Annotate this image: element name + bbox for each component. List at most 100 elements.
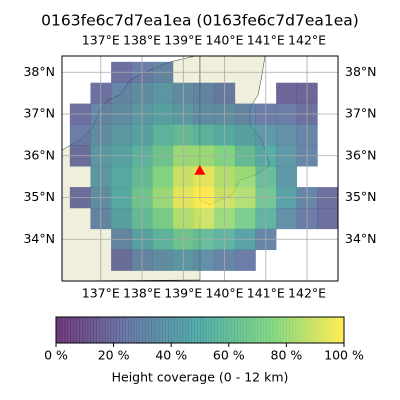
coverage-cell (152, 82, 174, 104)
colorbar-step (292, 317, 296, 343)
coverage-cell (276, 124, 298, 146)
x-tick-label: 140°E (206, 286, 244, 301)
colorbar-step (332, 317, 336, 343)
colorbar-step (318, 317, 322, 343)
colorbar-step (289, 317, 293, 343)
coverage-cell (193, 124, 215, 146)
colorbar-step (266, 317, 270, 343)
coverage-cell (69, 124, 91, 146)
coverage-cell (193, 166, 215, 188)
colorbar-step (116, 317, 120, 343)
colorbar-step (323, 317, 328, 343)
x-tick-label: 141°E (247, 33, 285, 48)
colorbar-step (102, 317, 106, 343)
colorbar-step (128, 317, 132, 343)
coverage-cell (152, 207, 174, 230)
x-tick-label: 138°E (123, 33, 161, 48)
colorbar-step (280, 317, 285, 343)
colorbar-step (133, 317, 138, 343)
colorbar-step (61, 317, 66, 343)
colorbar-label: Height coverage (0 - 12 km) (112, 370, 289, 385)
colorbar-step (315, 317, 319, 343)
coverage-cell (111, 166, 133, 188)
site-marker (194, 164, 206, 175)
y-tick-label: 35°N (345, 189, 377, 204)
y-tick-label: 34°N (23, 231, 55, 246)
colorbar-step (260, 317, 264, 343)
x-tick-label: 137°E (82, 286, 120, 301)
colorbar-step (110, 317, 115, 343)
colorbar-step (145, 317, 149, 343)
colorbar-step (56, 317, 60, 343)
colorbar-step (58, 317, 63, 343)
colorbar-step (156, 317, 161, 343)
map-frame (61, 55, 339, 282)
coverage-cell (111, 82, 133, 104)
colorbar-step (309, 317, 313, 343)
colorbar-step (130, 317, 135, 343)
colorbar-step (107, 317, 112, 343)
colorbar-step (67, 317, 71, 343)
colorbar-step (153, 317, 158, 343)
colorbar-step (263, 317, 267, 343)
colorbar-step (191, 317, 195, 343)
colorbar-step (165, 317, 169, 343)
colorbar-step (90, 317, 94, 343)
colorbar-step (306, 317, 310, 343)
colorbar-tick-label: 20 % (98, 348, 130, 363)
colorbar-step (237, 317, 241, 343)
colorbar-step (168, 317, 172, 343)
x-tick-label: 137°E (82, 33, 120, 48)
colorbar-step (76, 317, 80, 343)
y-tick-label: 34°N (345, 231, 377, 246)
colorbar-step (93, 317, 97, 343)
colorbar-step (142, 317, 146, 343)
coverage-cell (193, 207, 215, 230)
coverage-cell (152, 166, 174, 188)
x-tick-label: 139°E (164, 33, 202, 48)
colorbar-step (295, 317, 299, 343)
colorbar-step (303, 317, 308, 343)
coverage-cell (276, 207, 298, 230)
coverage-cell (234, 207, 256, 230)
coverage-cell (111, 124, 133, 146)
colorbar-step (148, 317, 152, 343)
colorbar-step (320, 317, 325, 343)
colorbar-step (99, 317, 103, 343)
colorbar-step (162, 317, 166, 343)
colorbar-step (283, 317, 287, 343)
colorbar-step (202, 317, 207, 343)
x-tick-label: 142°E (288, 33, 326, 48)
colorbar-step (122, 317, 126, 343)
colorbar-step (214, 317, 218, 343)
colorbar-step (254, 317, 259, 343)
colorbar-tick-label: 0 % (44, 348, 68, 363)
colorbar-step (243, 317, 247, 343)
colorbar-step (234, 317, 238, 343)
colorbar-step (104, 317, 109, 343)
colorbar-step (79, 317, 83, 343)
y-tick-label: 37°N (23, 106, 55, 121)
colorbar-step (200, 317, 204, 343)
colorbar-step (329, 317, 333, 343)
colorbar-step (274, 317, 279, 343)
colorbar-step (151, 317, 155, 343)
colorbar-step (159, 317, 164, 343)
colorbar-step (174, 317, 178, 343)
coverage-cell (317, 207, 338, 230)
colorbar-step (197, 317, 201, 343)
colorbar-step (248, 317, 253, 343)
x-tick-label: 141°E (247, 286, 285, 301)
colorbar-tick-label: 80 % (271, 348, 303, 363)
colorbar-step (341, 317, 345, 343)
y-tick-label: 38°N (23, 64, 55, 79)
colorbar-step (269, 317, 273, 343)
colorbar-step (176, 317, 181, 343)
coverage-cell (276, 82, 298, 104)
colorbar-step (125, 317, 129, 343)
x-tick-label: 140°E (206, 33, 244, 48)
colorbar-step (272, 317, 276, 343)
colorbar-step (185, 317, 189, 343)
colorbar-step (211, 317, 215, 343)
